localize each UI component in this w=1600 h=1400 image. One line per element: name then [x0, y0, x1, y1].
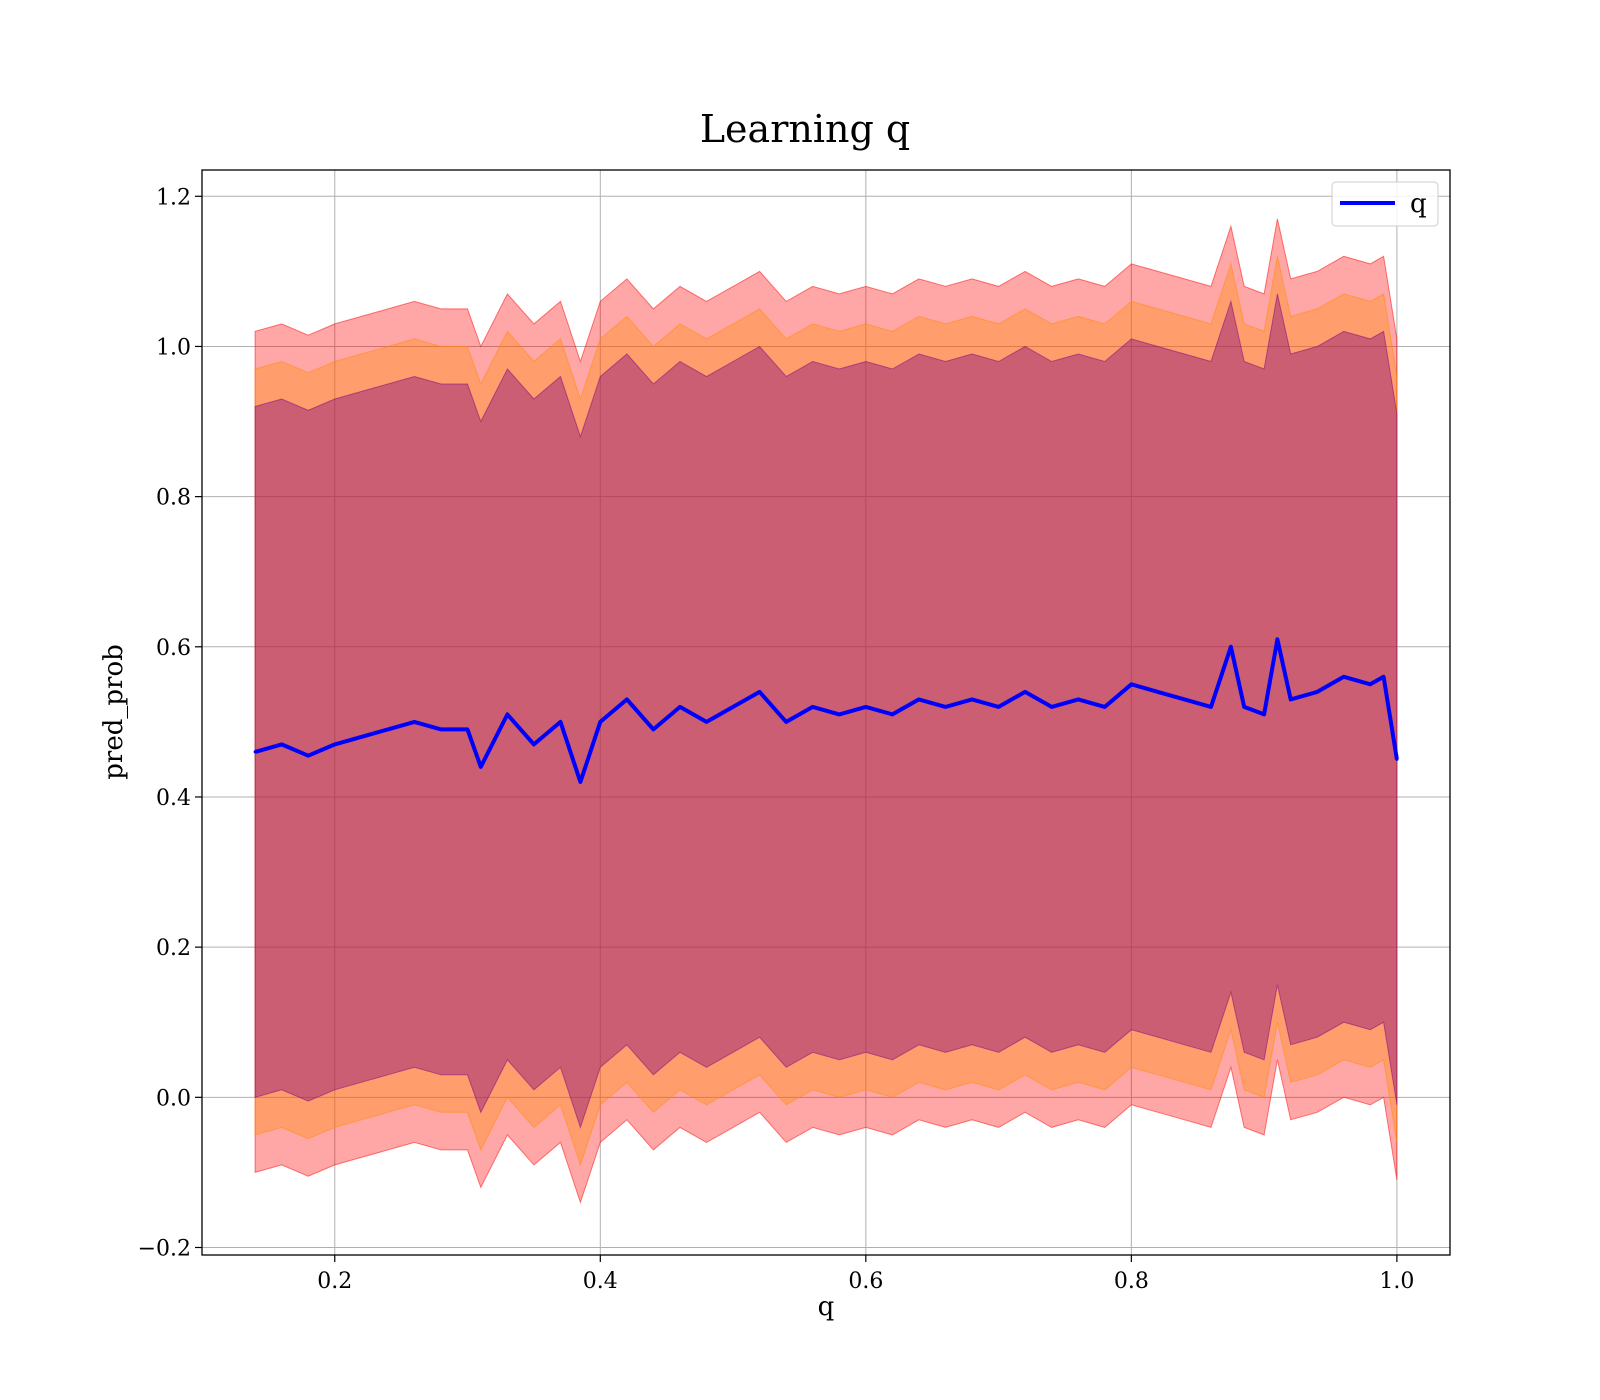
y-tick-label: 0.0	[156, 1086, 191, 1111]
y-tick-label: 0.2	[156, 936, 191, 961]
data-point	[837, 712, 841, 716]
data-point	[705, 720, 708, 724]
plot-area	[202, 170, 1450, 1255]
axes-frame	[201, 169, 1451, 1256]
legend-label-q: q	[1410, 189, 1427, 219]
x-tick-label: 0.2	[317, 1269, 352, 1294]
data-point	[1183, 697, 1186, 701]
data-point	[784, 720, 788, 724]
x-axis-label: q	[818, 1292, 835, 1322]
data-point	[678, 705, 682, 709]
data-point	[731, 705, 735, 709]
data-point	[559, 720, 562, 724]
data-point	[333, 742, 337, 746]
data-point	[758, 690, 762, 694]
data-point	[944, 705, 947, 709]
data-point	[505, 712, 509, 716]
data-point	[1229, 645, 1233, 649]
data-point	[1342, 675, 1346, 679]
data-point	[306, 754, 310, 758]
legend: q	[1331, 181, 1439, 227]
data-point	[1050, 705, 1054, 709]
y-tick-label: 0.4	[156, 786, 191, 811]
y-tick-label: 0.8	[156, 486, 191, 511]
series-line-q	[254, 637, 1399, 784]
data-point	[578, 780, 582, 784]
y-tick-label: 1.2	[156, 185, 191, 210]
data-point	[1209, 705, 1213, 709]
data-point	[532, 742, 536, 746]
data-point	[479, 765, 483, 769]
data-point	[280, 742, 284, 746]
y-axis-ticks: −0.2 0.0 0.2 0.4 0.6 0.8 1.0 1.2	[138, 185, 202, 1261]
data-point	[466, 727, 469, 731]
data-point	[997, 705, 1001, 709]
data-point	[253, 750, 257, 754]
y-tick-label: 0.6	[156, 636, 191, 661]
data-point	[1023, 690, 1027, 694]
data-point	[1129, 682, 1133, 686]
data-point	[1382, 675, 1386, 679]
data-point	[1262, 712, 1266, 716]
data-point	[811, 705, 815, 709]
data-point	[1103, 705, 1107, 709]
x-tick-label: 0.8	[1114, 1269, 1149, 1294]
x-tick-label: 1.0	[1379, 1269, 1414, 1294]
data-point	[359, 735, 363, 739]
data-point	[1289, 697, 1293, 701]
data-point	[917, 697, 921, 701]
data-point	[1275, 637, 1279, 641]
y-tick-label: −0.2	[138, 1236, 191, 1261]
data-point	[1156, 690, 1160, 694]
data-point	[1242, 705, 1246, 709]
data-point	[1368, 682, 1372, 686]
data-point	[970, 697, 974, 701]
data-point	[598, 720, 602, 724]
data-point	[890, 712, 894, 716]
data-point	[1315, 690, 1319, 694]
data-point	[625, 697, 629, 701]
data-point	[386, 727, 390, 731]
y-tick-label: 1.0	[156, 335, 191, 360]
chart-title: Learning q	[700, 107, 910, 151]
data-point	[1076, 697, 1080, 701]
data-point	[1395, 757, 1399, 761]
data-point	[651, 727, 655, 731]
y-axis-label: pred_prob	[99, 644, 129, 779]
data-point	[439, 727, 443, 731]
x-tick-label: 0.4	[583, 1269, 618, 1294]
x-tick-label: 0.6	[848, 1269, 883, 1294]
data-point	[412, 720, 416, 724]
x-axis-ticks: 0.2 0.4 0.6 0.8 1.0	[317, 1255, 1414, 1294]
data-point	[864, 705, 868, 709]
